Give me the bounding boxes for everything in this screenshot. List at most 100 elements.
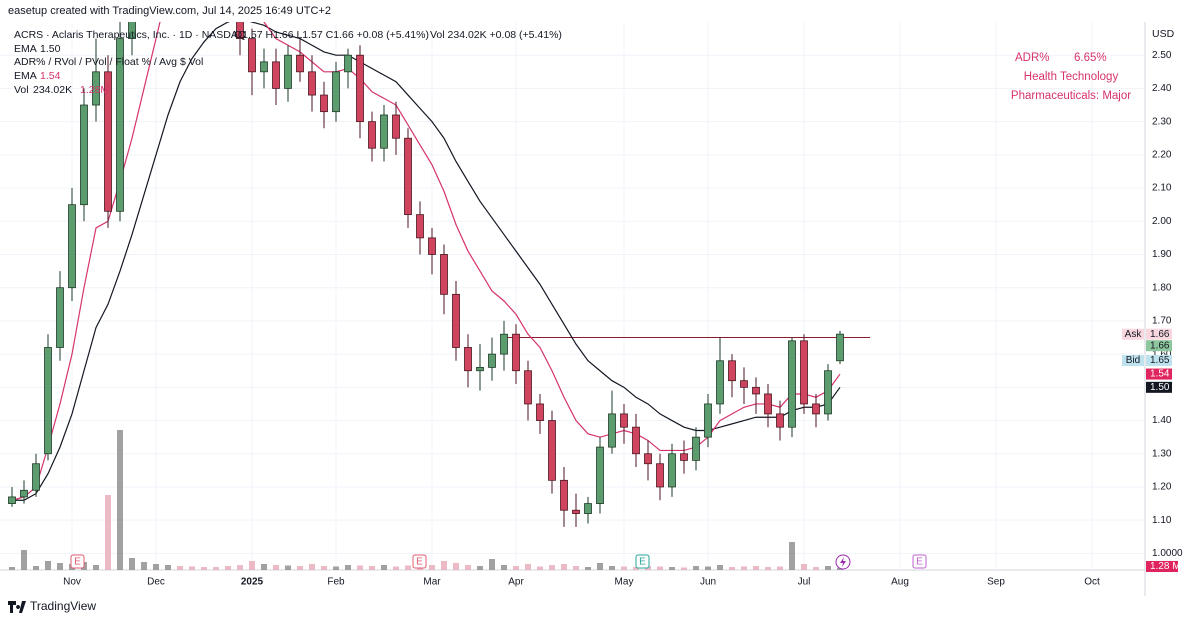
candle-body [416, 214, 424, 239]
volume-bar [561, 564, 567, 570]
event-markers: E E E E [70, 554, 927, 570]
volume-bar [273, 565, 279, 570]
header: easetup created with TradingView.com, Ju… [8, 5, 331, 17]
candle-body [320, 94, 328, 113]
price-tag-label: 1.65 [1150, 355, 1170, 366]
candle-body [500, 333, 508, 355]
candle-body [836, 333, 844, 362]
price-tag-name-bg [1122, 328, 1144, 340]
volume-bar [741, 566, 747, 570]
volume-bar [525, 564, 531, 570]
legend-indicator: ADR% / RVol / PVol / Float % / Avg $ Vol [14, 56, 203, 68]
event-marker [70, 554, 85, 569]
volume-tag-label: 1.28 M [1150, 561, 1181, 572]
volume-bar [153, 564, 159, 570]
brand: TradingView [30, 599, 96, 613]
currency: USD [1152, 28, 1175, 40]
volume-bar [141, 562, 147, 570]
candle-body [236, 22, 244, 40]
candle-body [284, 54, 292, 89]
volume-bar [681, 567, 687, 570]
candle-body [392, 114, 400, 139]
volume-bar [345, 565, 351, 570]
volume-bar [177, 566, 183, 570]
candle-body [560, 479, 568, 511]
candle-body [608, 413, 616, 448]
candle-body [740, 380, 748, 388]
candle-body [668, 453, 676, 488]
legend-vol: Vol 234.02K +0.08 (+5.41%) [430, 29, 562, 41]
price-tag-name: Bid [1126, 355, 1140, 366]
price-tag-name-bg [1122, 355, 1144, 367]
candle-body [20, 489, 28, 498]
volume-bar [213, 567, 219, 570]
candle-body [812, 403, 820, 415]
y-tick-label: 1.90 [1152, 249, 1172, 260]
event-marker [635, 554, 650, 569]
price-tag [1146, 355, 1172, 367]
candle-body [464, 347, 472, 372]
volume-bar [477, 566, 483, 570]
candle-body [344, 54, 352, 73]
legend-vol-value: 234.02K [33, 84, 72, 96]
y-tick-label: 2.10 [1152, 183, 1172, 194]
volume-bar [249, 561, 255, 570]
ema-line [12, 22, 841, 501]
candle-body [728, 360, 736, 382]
y-tick-label: 1.0000 [1152, 548, 1183, 559]
volume-bar [801, 564, 807, 570]
volume-bar [333, 566, 339, 570]
x-tick-label: Jun [700, 577, 716, 588]
volume-bar [693, 566, 699, 570]
x-tick-label: Mar [423, 577, 441, 588]
candle-body [716, 360, 724, 405]
event-label: E [416, 557, 423, 568]
candle-body [272, 61, 280, 89]
candle-body [536, 403, 544, 421]
candle-body [248, 38, 256, 73]
volume-bar [717, 565, 723, 570]
volume-bar [201, 567, 207, 570]
x-tick-label: 2025 [241, 577, 264, 588]
candle-body [260, 61, 268, 73]
price-tag [1146, 340, 1172, 352]
volume-bar [117, 430, 123, 570]
candle-body [44, 347, 52, 455]
y-tick-label: 1.30 [1152, 448, 1172, 459]
candle-body [680, 453, 688, 461]
sector: Health Technology [1024, 71, 1119, 83]
candle-body [704, 403, 712, 438]
candle-body [428, 237, 436, 255]
volume-bar [189, 566, 195, 570]
x-tick-label: Feb [327, 577, 345, 588]
volume-bar [369, 566, 375, 570]
price-tag [1146, 328, 1172, 340]
volume-bar [753, 566, 759, 570]
volume-bar [429, 565, 435, 570]
y-tick-label: 2.00 [1152, 216, 1172, 227]
y-tick-label: 2.50 [1152, 50, 1172, 61]
volume-bar [357, 565, 363, 570]
candle-body [572, 509, 580, 514]
volume-bar [585, 567, 591, 570]
volume-bar [573, 566, 579, 570]
y-tick-label: 1.10 [1152, 515, 1172, 526]
event-marker [412, 554, 427, 569]
volume-bar [9, 567, 15, 570]
price-tag-name: Ask [1125, 329, 1143, 340]
legend: ACRS · Aclaris Therapeutics, Inc. · 1D ·… [14, 29, 562, 96]
candle-body [92, 71, 100, 106]
legend-ema-value: 1.54 [40, 70, 61, 82]
x-tick-label: Dec [147, 577, 165, 588]
price-tag-label: 1.50 [1150, 382, 1170, 393]
volume-bar [33, 566, 39, 570]
footer: TradingView [8, 599, 96, 613]
volume-bar [441, 561, 447, 570]
volume-bar [129, 558, 135, 570]
legend-ema-value: 1.50 [40, 43, 61, 55]
x-tick-label: Jul [798, 577, 811, 588]
price-tag-label: 1.66 [1150, 329, 1170, 340]
volume-bar [813, 567, 819, 570]
volume-bar [309, 564, 315, 570]
